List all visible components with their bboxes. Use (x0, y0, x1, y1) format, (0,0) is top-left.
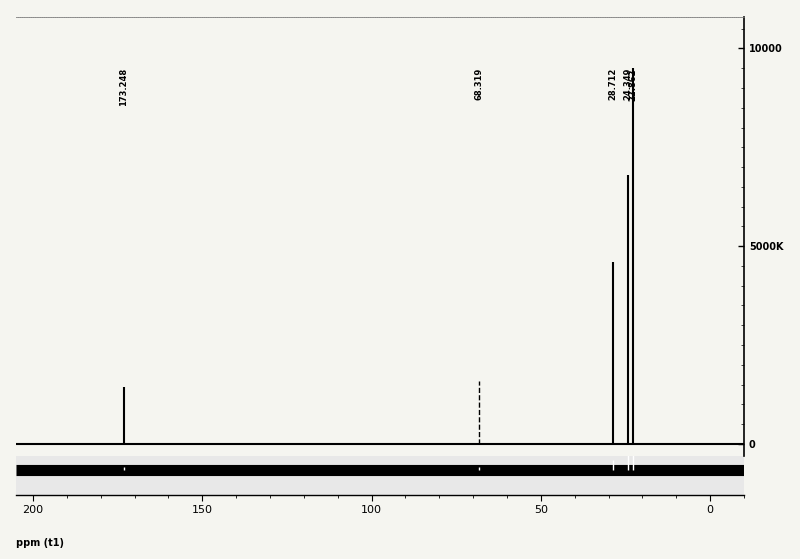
Text: 28.712: 28.712 (609, 68, 618, 101)
Text: 68.319: 68.319 (474, 68, 483, 100)
Text: ppm (t1): ppm (t1) (16, 538, 64, 548)
Text: 22.862: 22.862 (628, 68, 638, 101)
Text: 24.349: 24.349 (623, 68, 632, 101)
Text: 173.248: 173.248 (119, 68, 128, 106)
